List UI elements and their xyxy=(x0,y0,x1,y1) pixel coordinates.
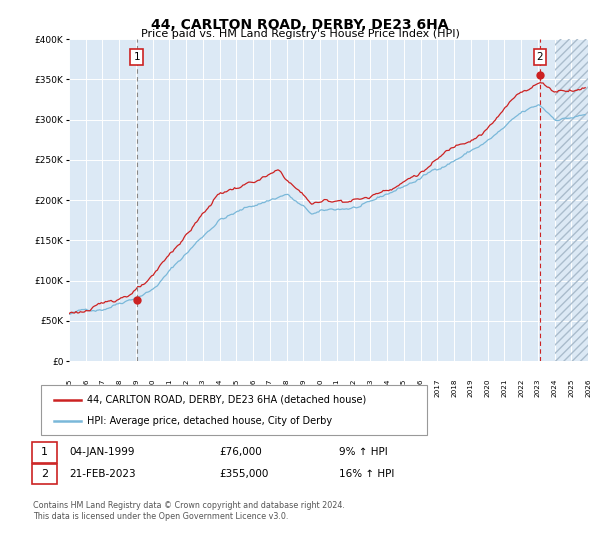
Bar xyxy=(554,39,588,361)
Text: 2000: 2000 xyxy=(150,379,156,398)
Text: 2008: 2008 xyxy=(284,379,290,398)
Text: 1997: 1997 xyxy=(100,379,106,398)
Text: 2015: 2015 xyxy=(401,379,407,398)
Text: 9% ↑ HPI: 9% ↑ HPI xyxy=(339,447,388,458)
Text: 2018: 2018 xyxy=(451,379,457,398)
Text: 2009: 2009 xyxy=(301,379,307,398)
Text: HPI: Average price, detached house, City of Derby: HPI: Average price, detached house, City… xyxy=(87,416,332,426)
Text: £355,000: £355,000 xyxy=(219,469,268,479)
Text: 2: 2 xyxy=(41,469,48,479)
Text: 2026: 2026 xyxy=(585,379,591,398)
Text: 1999: 1999 xyxy=(133,379,139,398)
Text: 2013: 2013 xyxy=(367,379,373,398)
Text: 2023: 2023 xyxy=(535,379,541,398)
Text: 2007: 2007 xyxy=(267,379,273,398)
Text: 2020: 2020 xyxy=(485,379,491,398)
Bar xyxy=(554,39,588,361)
Text: 2: 2 xyxy=(536,52,543,62)
Text: 2017: 2017 xyxy=(434,379,440,398)
Text: 2014: 2014 xyxy=(384,379,390,398)
Text: 1: 1 xyxy=(41,447,48,458)
Text: 44, CARLTON ROAD, DERBY, DE23 6HA: 44, CARLTON ROAD, DERBY, DE23 6HA xyxy=(151,18,449,32)
Text: 2019: 2019 xyxy=(468,379,474,398)
Text: 2016: 2016 xyxy=(418,379,424,398)
Text: 1: 1 xyxy=(133,52,140,62)
Text: 2004: 2004 xyxy=(217,379,223,398)
Text: 2006: 2006 xyxy=(250,379,256,398)
Text: 2025: 2025 xyxy=(568,379,574,398)
Text: 1995: 1995 xyxy=(66,379,72,398)
Text: 04-JAN-1999: 04-JAN-1999 xyxy=(69,447,134,458)
Text: 2002: 2002 xyxy=(183,379,189,398)
Text: 2011: 2011 xyxy=(334,379,340,398)
Text: 2010: 2010 xyxy=(317,379,323,398)
Text: 2012: 2012 xyxy=(350,379,356,398)
Text: 44, CARLTON ROAD, DERBY, DE23 6HA (detached house): 44, CARLTON ROAD, DERBY, DE23 6HA (detac… xyxy=(87,395,366,405)
Text: 2021: 2021 xyxy=(501,379,507,398)
Text: £76,000: £76,000 xyxy=(219,447,262,458)
Text: 16% ↑ HPI: 16% ↑ HPI xyxy=(339,469,394,479)
Text: Contains HM Land Registry data © Crown copyright and database right 2024.
This d: Contains HM Land Registry data © Crown c… xyxy=(33,501,345,521)
Text: 1998: 1998 xyxy=(116,379,122,398)
Text: Price paid vs. HM Land Registry's House Price Index (HPI): Price paid vs. HM Land Registry's House … xyxy=(140,29,460,39)
Text: 2001: 2001 xyxy=(166,379,172,398)
Text: 1996: 1996 xyxy=(83,379,89,398)
Text: 21-FEB-2023: 21-FEB-2023 xyxy=(69,469,136,479)
Text: 2005: 2005 xyxy=(233,379,239,398)
Text: 2003: 2003 xyxy=(200,379,206,398)
Text: 2024: 2024 xyxy=(551,379,557,398)
Text: 2022: 2022 xyxy=(518,379,524,398)
